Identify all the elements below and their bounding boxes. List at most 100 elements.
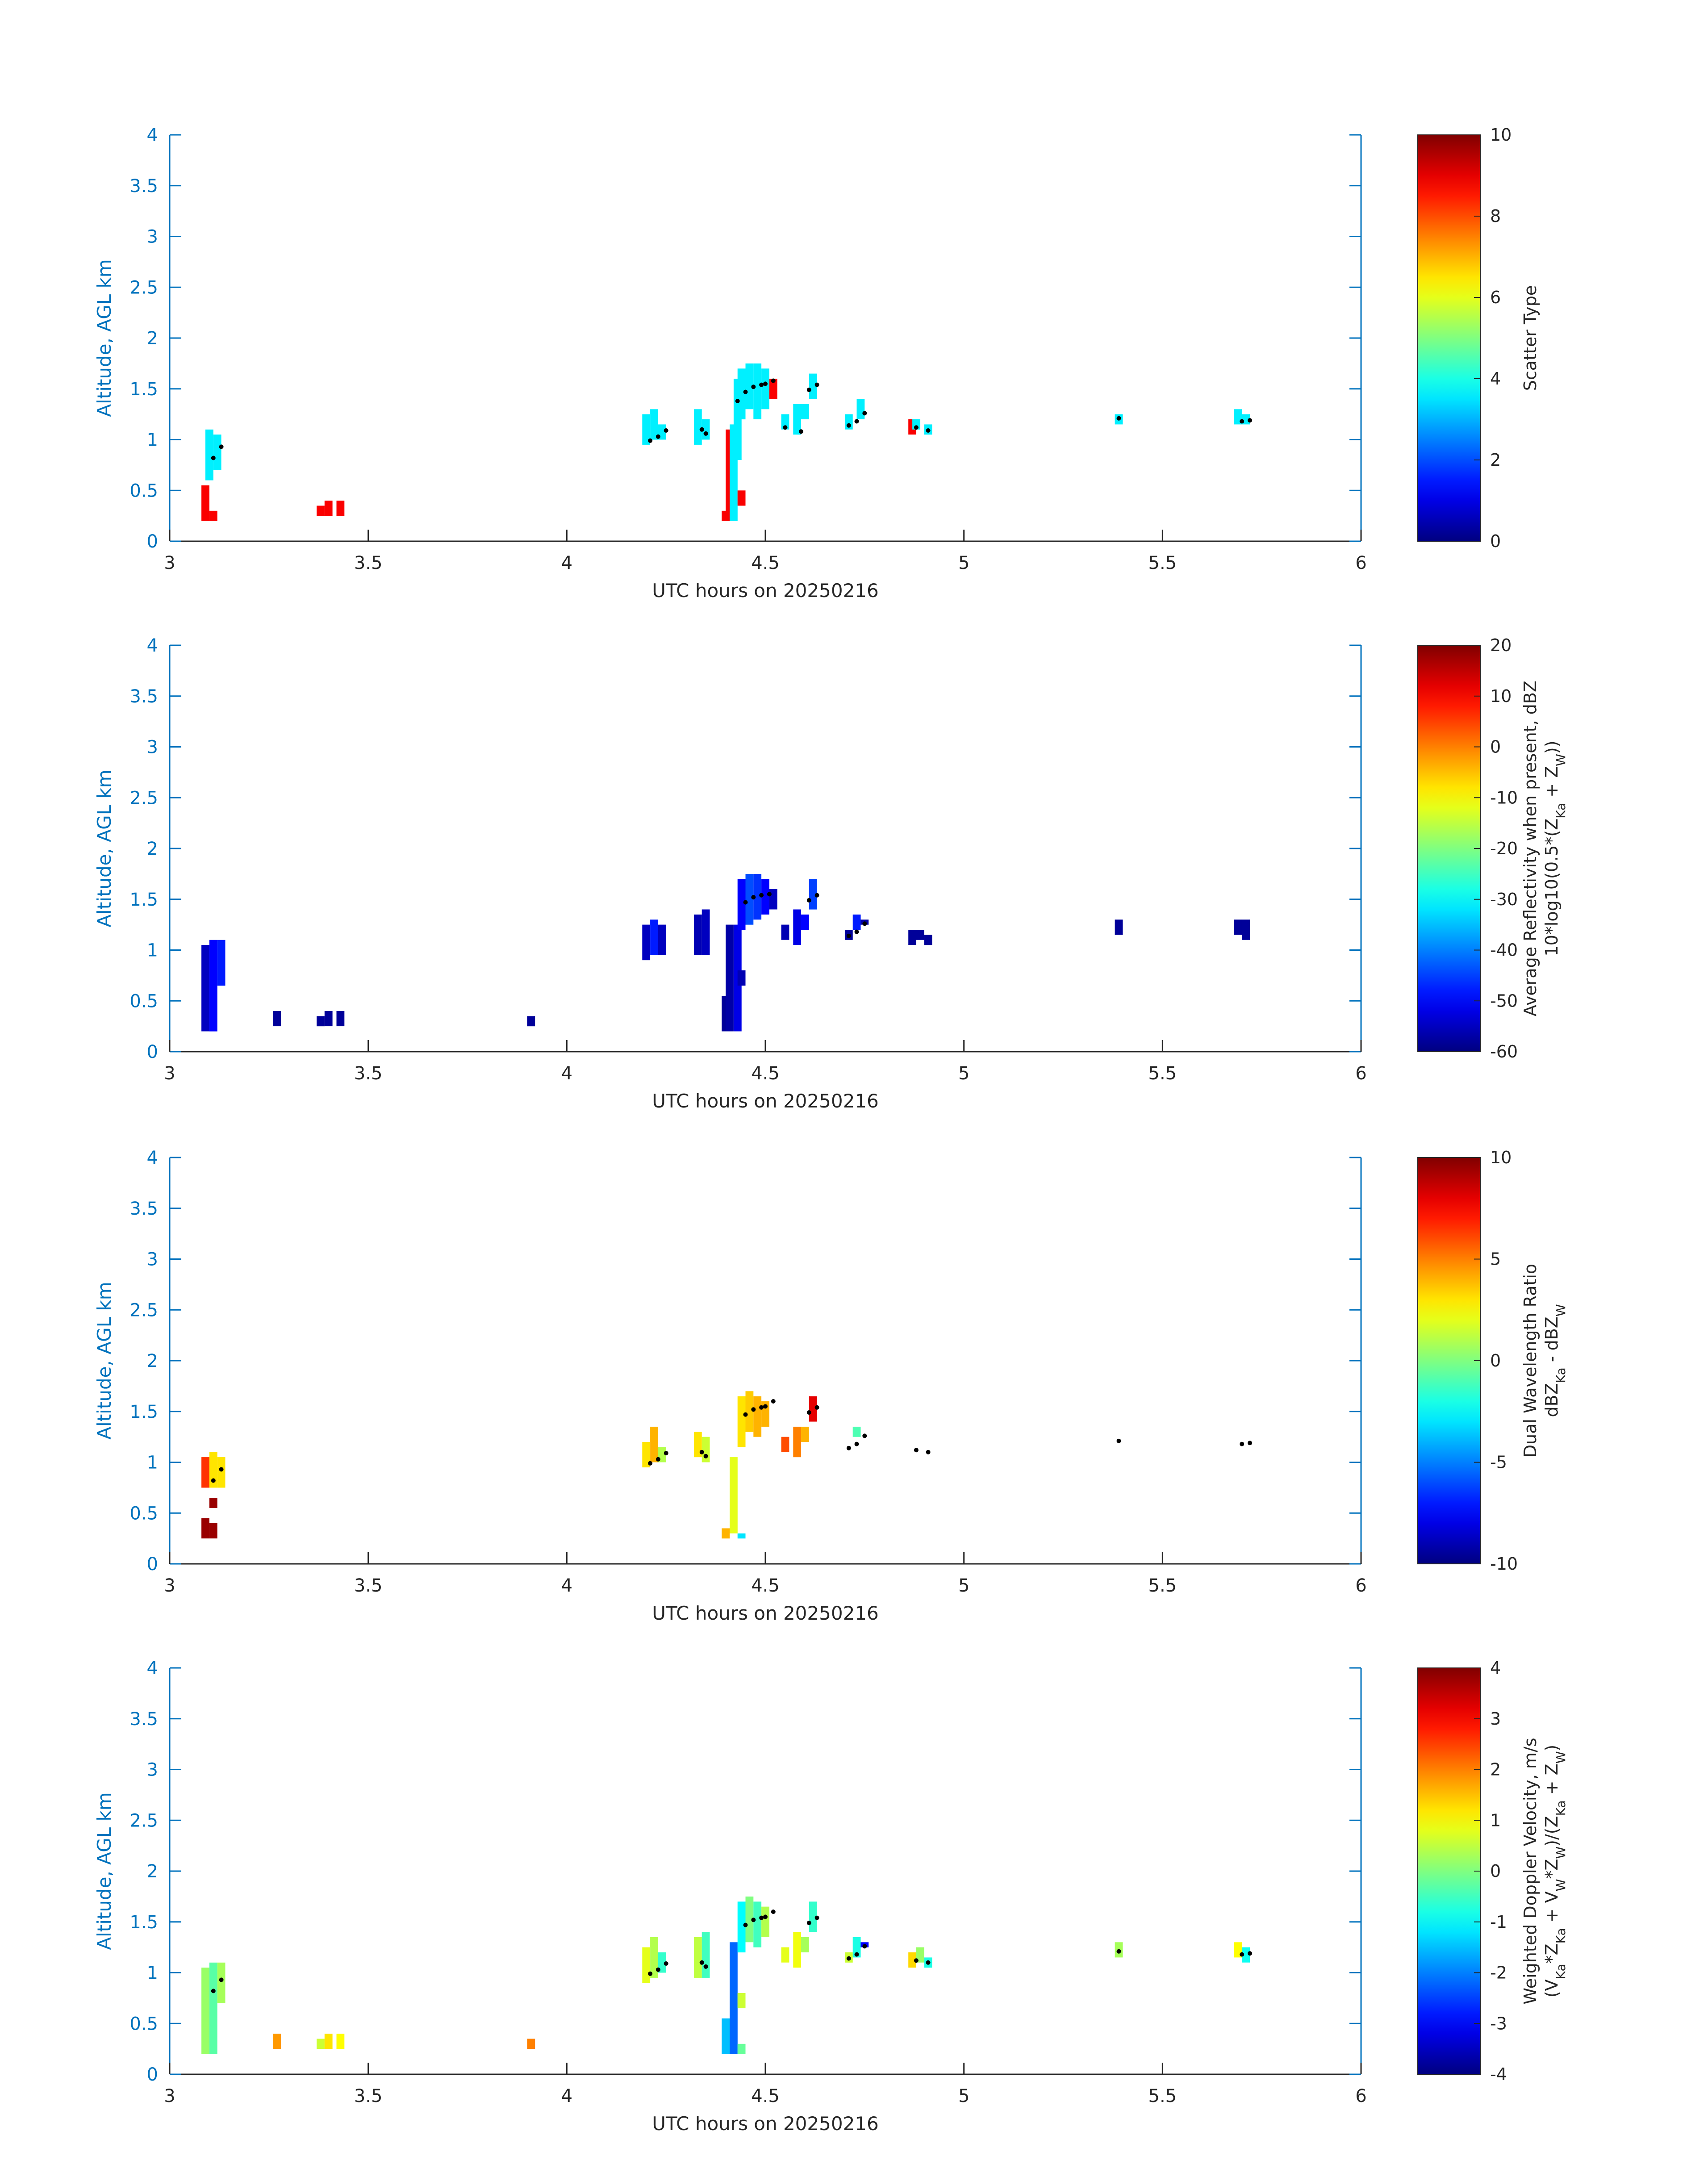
colorbar-tick-label: 0 xyxy=(1490,1351,1501,1371)
x-tick-label: 5 xyxy=(958,553,969,573)
cloud-base-marker xyxy=(759,382,764,387)
heatmap-cell xyxy=(730,1457,738,1534)
cloud-base-marker xyxy=(664,1961,668,1966)
x-tick-label: 4 xyxy=(561,1575,572,1596)
cloud-base-marker xyxy=(1116,1438,1121,1443)
y-tick-label: 3 xyxy=(147,1249,158,1270)
cloud-base-marker xyxy=(914,1958,919,1963)
cloud-base-marker xyxy=(854,1952,859,1957)
colorbar-tick-label: 2 xyxy=(1490,1760,1501,1780)
cloud-base-marker xyxy=(1240,419,1244,424)
colorbar-tick-label: -1 xyxy=(1490,1912,1507,1932)
colorbar-tick-label: 5 xyxy=(1490,1249,1501,1269)
heatmap-cell xyxy=(908,930,916,945)
colorbar-tick-label: 10 xyxy=(1490,125,1512,145)
x-axis-label: UTC hours on 20250216 xyxy=(652,580,879,602)
heatmap-cell xyxy=(273,2034,281,2049)
y-tick-label: 0.5 xyxy=(129,991,158,1011)
heatmap-cell xyxy=(852,1937,861,1958)
y-tick-label: 0 xyxy=(147,531,158,552)
cloud-base-marker xyxy=(699,1960,704,1965)
cloud-base-marker xyxy=(743,389,748,394)
heatmap-cell xyxy=(737,970,746,986)
heatmap-cell xyxy=(650,1426,658,1462)
heatmap-cell xyxy=(722,1528,730,1539)
cloud-base-marker xyxy=(219,444,224,449)
cloud-base-marker xyxy=(926,428,931,433)
heatmap-cell xyxy=(642,1947,651,1983)
colorbar-tick-label: 8 xyxy=(1490,206,1501,226)
colorbar-tick-label: 2 xyxy=(1490,450,1501,470)
x-tick-label: 3.5 xyxy=(354,2086,383,2106)
cloud-base-marker xyxy=(914,1448,919,1453)
heatmap-cell xyxy=(737,1396,746,1447)
heatmap-cell xyxy=(336,501,345,516)
heatmap-cell xyxy=(753,873,762,920)
heatmap-cell xyxy=(336,2034,345,2049)
heatmap-cell xyxy=(737,490,746,506)
cloud-base-marker xyxy=(862,921,867,926)
cloud-base-marker xyxy=(759,893,764,898)
cloud-base-marker xyxy=(767,892,772,897)
x-tick-label: 4.5 xyxy=(751,553,780,573)
heatmap-cell xyxy=(217,1457,226,1488)
x-tick-label: 4.5 xyxy=(751,2086,780,2106)
colorbar-tick-label: 3 xyxy=(1490,1709,1501,1729)
heatmap-cell xyxy=(801,1426,809,1442)
heatmap-cell xyxy=(730,1942,738,2054)
cloud-base-marker xyxy=(846,1956,851,1961)
heatmap-cell xyxy=(209,510,217,521)
x-tick-label: 6 xyxy=(1355,1063,1366,1084)
x-tick-label: 3.5 xyxy=(354,1575,383,1596)
colorbar xyxy=(1417,1667,1481,2075)
heatmap-cell xyxy=(753,363,762,419)
y-tick-label: 4 xyxy=(147,1148,158,1168)
heatmap-cell xyxy=(201,945,209,1032)
heatmap-cell xyxy=(693,1937,702,1978)
heatmap-cell xyxy=(317,2039,325,2049)
cloud-base-marker xyxy=(806,388,811,392)
y-tick-label: 0.5 xyxy=(129,2014,158,2034)
heatmap-cell xyxy=(702,909,710,955)
cloud-base-marker xyxy=(1248,1441,1252,1446)
heatmap-cell xyxy=(745,873,754,925)
cloud-base-marker xyxy=(703,1964,708,1969)
heatmap-cell xyxy=(213,435,221,470)
heatmap-cell xyxy=(801,914,809,930)
heatmap-cell xyxy=(324,1011,333,1027)
y-axis-label: Altitude, AGL km xyxy=(93,259,115,417)
cloud-base-marker xyxy=(648,438,653,443)
x-axis-label: UTC hours on 20250216 xyxy=(652,2113,879,2135)
heatmap-cell xyxy=(737,1533,746,1539)
x-tick-label: 3.5 xyxy=(354,1063,383,1084)
x-tick-label: 4 xyxy=(561,553,572,573)
heatmap-cell xyxy=(1234,919,1242,935)
y-tick-label: 3.5 xyxy=(129,1709,158,1730)
colorbar-label-line-1: Average Reflectivity when present, dBZ xyxy=(1520,681,1540,1016)
heatmap-cell xyxy=(769,379,777,399)
cloud-base-marker xyxy=(763,1404,768,1409)
colorbar-tick-label: 4 xyxy=(1490,369,1501,389)
cloud-base-marker xyxy=(656,1457,660,1462)
cloud-base-marker xyxy=(759,1915,764,1920)
cloud-base-marker xyxy=(814,382,819,387)
y-tick-label: 3.5 xyxy=(129,176,158,196)
heatmap-cell xyxy=(273,1011,281,1027)
x-tick-label: 3 xyxy=(164,553,175,573)
heatmap-cell xyxy=(726,924,734,1032)
x-tick-label: 5.5 xyxy=(1148,2086,1177,2106)
y-tick-label: 2.5 xyxy=(129,1300,158,1320)
heatmap-cell xyxy=(793,404,802,435)
heatmap-cell xyxy=(908,1952,916,1968)
colorbar-tick-label: -20 xyxy=(1490,839,1518,858)
y-tick-label: 1 xyxy=(147,430,158,451)
colorbar-tick-label: -10 xyxy=(1490,1554,1518,1574)
heatmap-cell xyxy=(924,935,932,945)
cloud-base-marker xyxy=(771,378,776,383)
heatmap-cell xyxy=(642,924,651,961)
heatmap-cell xyxy=(209,1962,217,2054)
cloud-base-marker xyxy=(703,1454,708,1458)
cloud-base-marker xyxy=(926,1960,931,1965)
cloud-base-marker xyxy=(926,1450,931,1454)
heatmap-cell xyxy=(745,1391,754,1432)
